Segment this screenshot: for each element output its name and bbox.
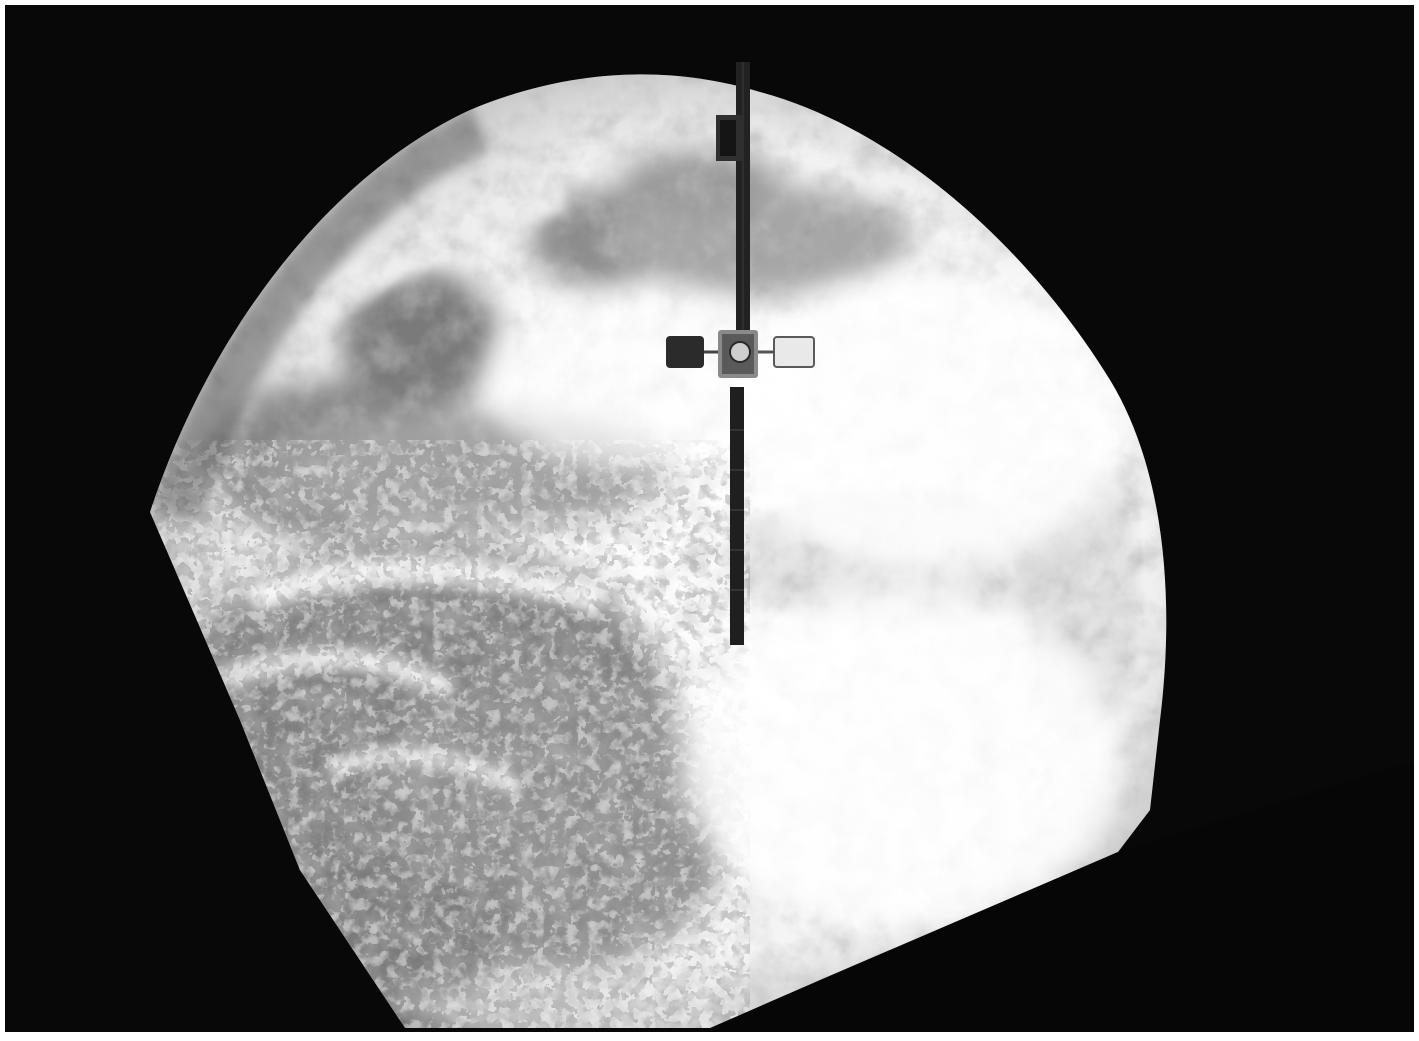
earth-limb-shadow bbox=[150, 110, 490, 520]
space-corner bbox=[700, 760, 1417, 1033]
solar-array-icon bbox=[730, 387, 744, 645]
antenna-dish-icon bbox=[729, 341, 751, 363]
satellite-icon bbox=[666, 62, 815, 645]
earth-bright-clouds bbox=[480, 270, 1130, 930]
